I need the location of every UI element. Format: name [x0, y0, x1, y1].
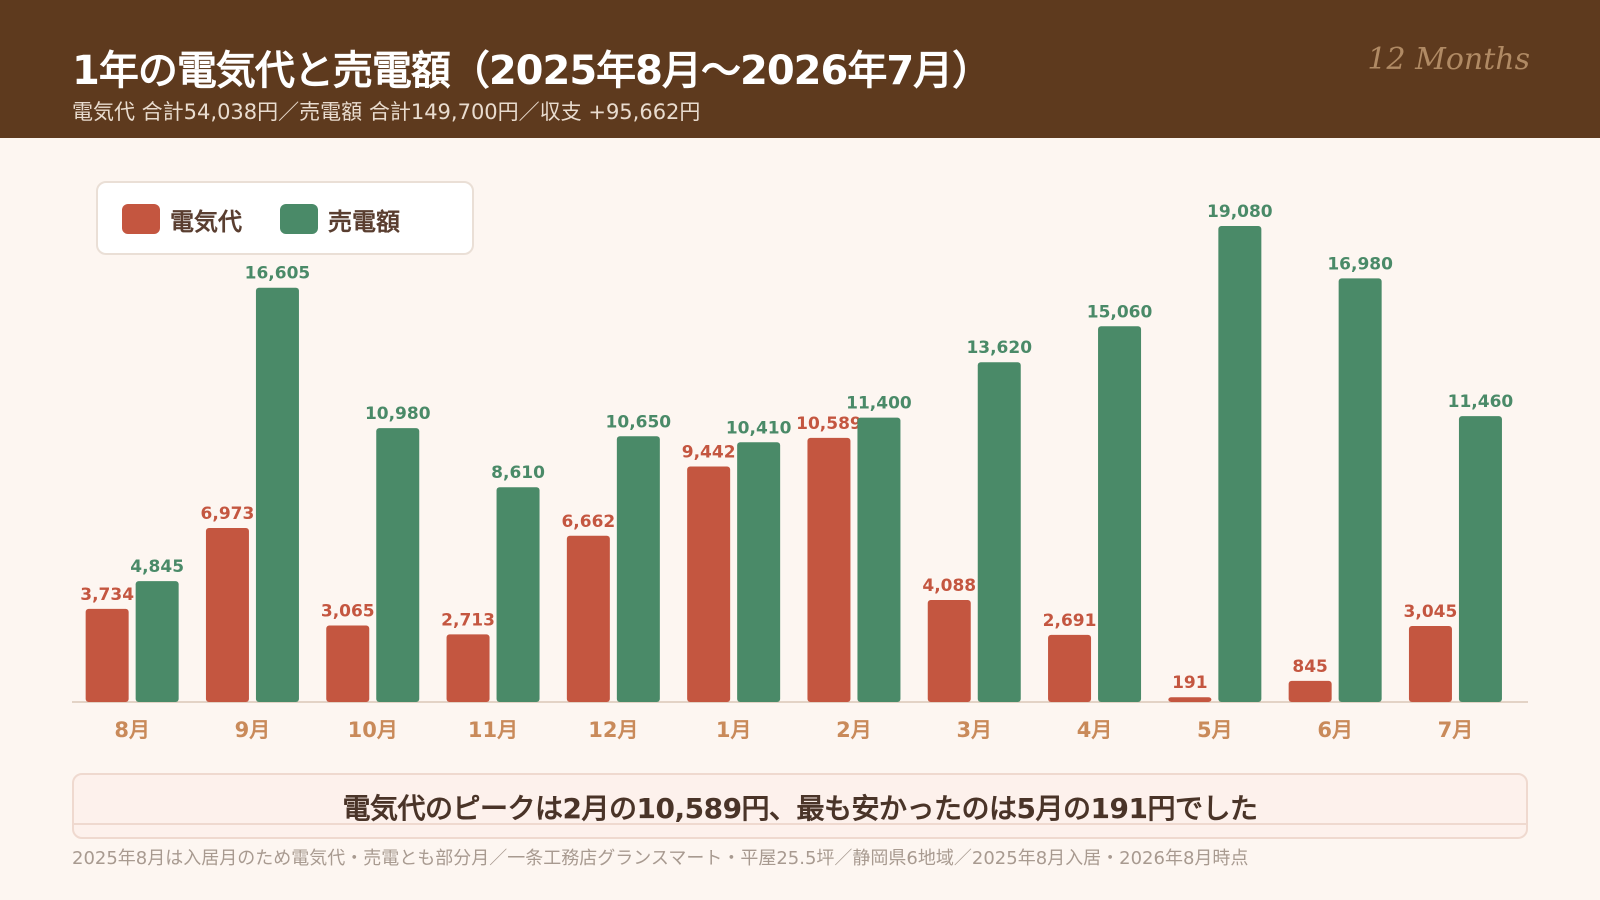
conclusion-box: 電気代のピークは2月の10,589円、最も安かったのは5月の191円でした — [72, 773, 1528, 839]
bar-electricity — [807, 437, 851, 702]
conclusion-text: 電気代のピークは2月の10,589円、最も安かったのは5月の191円でした — [342, 792, 1258, 825]
data-label-power-sales: 16,980 — [1327, 254, 1393, 274]
bar-electricity — [927, 600, 971, 702]
bar-electricity — [1288, 680, 1332, 702]
data-label-electricity: 2,713 — [441, 610, 495, 630]
bar-power-sales — [496, 487, 540, 702]
x-tick-label: 5月 — [1197, 718, 1233, 742]
bar-power-sales — [857, 417, 901, 702]
data-label-power-sales: 15,060 — [1087, 302, 1153, 322]
legend-label-power-sales: 売電額 — [328, 207, 400, 236]
data-label-electricity: 3,045 — [1404, 602, 1458, 622]
x-tick-label: 1月 — [716, 718, 752, 742]
x-tick-label: 2月 — [836, 718, 872, 742]
bar-electricity — [687, 466, 731, 702]
data-label-electricity: 2,691 — [1043, 611, 1097, 631]
chart-legend: 電気代 売電額 — [96, 181, 474, 255]
legend-item-electricity: 電気代 — [122, 203, 242, 236]
x-tick-label: 7月 — [1438, 718, 1474, 742]
bar-electricity — [446, 634, 490, 702]
footnote: 2025年8月は入居月のため電気代・売電とも部分月／一条工務店グランスマート・平… — [72, 848, 1249, 869]
legend-swatch-electricity — [122, 204, 160, 234]
x-tick-label: 10月 — [348, 718, 398, 742]
x-tick-label: 9月 — [235, 718, 271, 742]
bar-power-sales — [616, 436, 660, 702]
data-label-electricity: 9,442 — [682, 442, 736, 462]
header-bar: 1年の電気代と売電額（2025年8月〜2026年7月） 電気代 合計54,038… — [0, 0, 1600, 138]
x-tick-label: 4月 — [1077, 718, 1113, 742]
bar-power-sales — [1098, 326, 1142, 702]
bar-power-sales — [376, 428, 420, 702]
data-label-electricity: 6,662 — [561, 512, 615, 532]
bar-electricity — [1168, 697, 1212, 702]
legend-swatch-power-sales — [280, 204, 318, 234]
data-label-power-sales: 10,650 — [606, 412, 672, 432]
bar-electricity — [1048, 634, 1092, 702]
bar-electricity — [205, 528, 249, 702]
data-label-electricity: 3,065 — [321, 602, 375, 622]
data-label-electricity: 845 — [1292, 657, 1328, 677]
bar-electricity — [85, 608, 129, 702]
x-tick-label: 6月 — [1317, 718, 1353, 742]
data-label-power-sales: 11,460 — [1448, 392, 1514, 412]
data-label-power-sales: 10,410 — [726, 418, 792, 438]
data-label-power-sales: 8,610 — [491, 463, 545, 483]
data-label-power-sales: 13,620 — [966, 338, 1032, 358]
data-label-electricity: 191 — [1172, 673, 1208, 693]
x-tick-label: 12月 — [588, 718, 638, 742]
x-tick-label: 3月 — [956, 718, 992, 742]
months-tag: 12 Months — [1367, 42, 1530, 77]
data-label-power-sales: 19,080 — [1207, 202, 1273, 222]
data-label-electricity: 10,589 — [796, 414, 862, 434]
data-label-electricity: 6,973 — [201, 504, 255, 524]
legend-item-power-sales: 売電額 — [280, 203, 400, 236]
bar-power-sales — [1218, 226, 1262, 702]
data-label-power-sales: 16,605 — [245, 264, 311, 284]
data-label-power-sales: 4,845 — [130, 557, 184, 577]
page-title: 1年の電気代と売電額（2025年8月〜2026年7月） — [72, 48, 992, 94]
bar-electricity — [326, 625, 370, 702]
bar-power-sales — [255, 287, 299, 702]
x-tick-label: 8月 — [114, 718, 150, 742]
conclusion-divider — [74, 823, 1526, 825]
bar-power-sales — [135, 581, 179, 702]
bar-power-sales — [1458, 416, 1502, 702]
data-label-power-sales: 10,980 — [365, 404, 431, 424]
data-label-power-sales: 11,400 — [846, 394, 912, 414]
bar-power-sales — [737, 442, 781, 702]
bar-power-sales — [1338, 278, 1382, 702]
bar-power-sales — [977, 362, 1021, 702]
bar-electricity — [566, 535, 610, 702]
x-tick-label: 11月 — [468, 718, 518, 742]
page-subtitle: 電気代 合計54,038円／売電額 合計149,700円／収支 +95,662円 — [72, 100, 701, 124]
data-label-electricity: 3,734 — [80, 585, 134, 605]
bar-chart: 3,734 4,845 8月 6,973 16,605 9月 3,065 10,980 10月 2… — [72, 202, 1528, 742]
bar-electricity — [1408, 626, 1452, 702]
legend-label-electricity: 電気代 — [170, 207, 242, 236]
data-label-electricity: 4,088 — [922, 576, 976, 596]
